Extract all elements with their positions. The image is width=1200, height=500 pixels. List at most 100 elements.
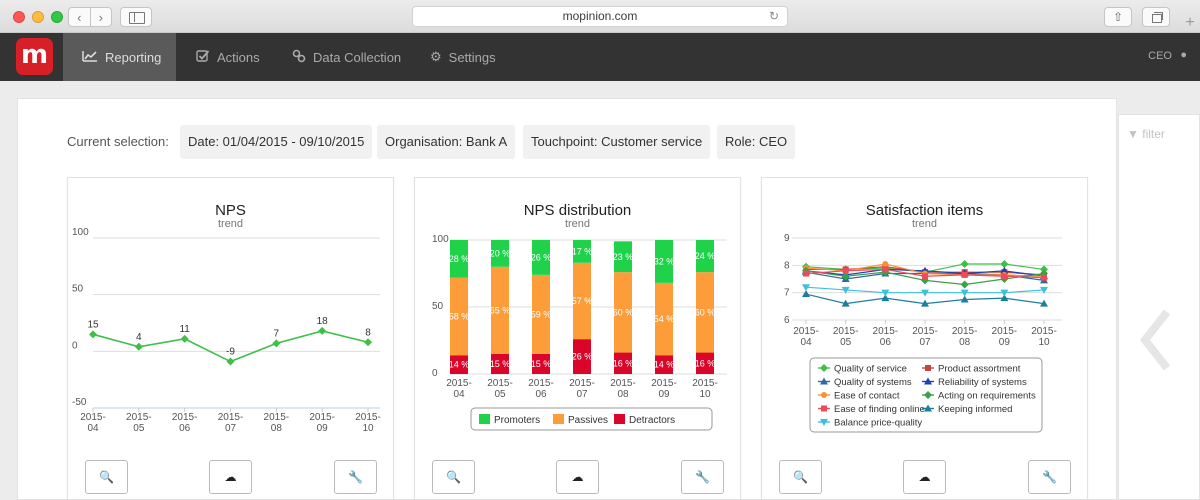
address-bar[interactable]: mopinion.com ↻: [412, 6, 788, 27]
data-point: [272, 339, 281, 348]
x-tick-label: 08: [271, 423, 283, 434]
data-point: [960, 259, 969, 268]
download-button[interactable]: ☁: [209, 460, 252, 494]
app-header: m Reporting Actions Data Collection ⚙ Se…: [0, 33, 1200, 81]
bar-segment: [532, 240, 550, 275]
data-label: 60 %: [613, 307, 634, 317]
data-label: 60 %: [695, 307, 716, 317]
wrench-icon: 🔧: [695, 470, 710, 484]
cloud-download-icon: ☁: [571, 470, 584, 484]
data-point: [1041, 274, 1047, 281]
x-tick-label: 09: [658, 389, 670, 400]
data-point: [960, 280, 969, 289]
nps-trend-chart: 100500-502015-042015-052015-062015-07201…: [72, 227, 381, 434]
x-tick-label: 09: [999, 337, 1011, 348]
data-point: [821, 405, 827, 412]
data-label: 15 %: [531, 359, 552, 369]
zoom-button[interactable]: 🔍: [85, 460, 128, 494]
user-icon[interactable]: ●: [1180, 49, 1187, 61]
bar-segment: [573, 339, 591, 374]
x-tick-label: 2015-: [487, 378, 513, 389]
data-point: [881, 289, 890, 297]
chevron-left-icon: ‹: [77, 9, 82, 25]
data-point: [924, 377, 932, 385]
settings-button[interactable]: 🔧: [681, 460, 724, 494]
data-point: [925, 365, 931, 371]
card-subtitle: trend: [911, 218, 938, 230]
nps-card: NPS trend 100 50 0 -50 2015- 04 2015- 05 2015- 06…: [67, 177, 394, 500]
nav-reporting[interactable]: Reporting: [63, 33, 176, 81]
data-label: 7: [274, 328, 280, 339]
data-point: [1040, 265, 1048, 274]
card-title: Satisfaction items: [865, 202, 984, 219]
data-point: [882, 260, 889, 267]
data-label: 15: [87, 319, 99, 330]
bar-segment: [696, 240, 714, 273]
zoom-button[interactable]: 🔍: [779, 460, 822, 494]
bar-segment: [614, 272, 632, 353]
x-tick-label: 2015-: [218, 412, 244, 423]
back-button[interactable]: ‹: [69, 8, 90, 26]
tab-overview-button[interactable]: [1142, 7, 1170, 27]
data-label: 32 %: [654, 256, 675, 266]
data-label: 65 %: [490, 305, 511, 315]
chevron-left-icon[interactable]: [1137, 310, 1177, 370]
new-tab-button[interactable]: +: [1185, 14, 1195, 31]
role-selection-chip[interactable]: Role: CEO: [717, 125, 796, 159]
x-tick-label: 08: [959, 337, 971, 348]
data-point: [924, 404, 932, 412]
x-tick-label: 08: [617, 389, 629, 400]
current-selection-label: Current selection:: [67, 134, 169, 149]
settings-button[interactable]: 🔧: [334, 460, 377, 494]
sidebar-toggle-button[interactable]: [120, 7, 152, 27]
nav-data-collection[interactable]: Data Collection: [292, 33, 401, 81]
share-button[interactable]: ⇧: [1104, 7, 1132, 27]
data-label: 14 %: [449, 360, 470, 370]
satisfaction-trend-chart: 98762015-042015-052015-062015-072015-082…: [784, 233, 1062, 433]
cloud-download-icon: ☁: [224, 470, 237, 484]
maximize-window-button[interactable]: [51, 11, 63, 23]
nav-actions[interactable]: Actions: [196, 33, 260, 81]
date-selection-chip[interactable]: Date: 01/04/2015 - 09/10/2015: [180, 125, 373, 159]
x-tick-label: 2015-: [446, 378, 472, 389]
close-window-button[interactable]: [13, 11, 25, 23]
filter-panel[interactable]: ▼ filter: [1118, 114, 1200, 500]
data-label: 26 %: [572, 352, 593, 362]
data-label: 15 %: [490, 359, 511, 369]
x-tick-label: 2015-: [793, 326, 819, 337]
zoom-button[interactable]: 🔍: [432, 460, 475, 494]
x-tick-label: 06: [880, 337, 892, 348]
y-tick-label: 50: [72, 284, 84, 295]
x-tick-label: 10: [362, 423, 374, 434]
data-point: [364, 338, 372, 347]
data-point: [1000, 289, 1009, 297]
nav-settings[interactable]: ⚙ Settings: [430, 33, 496, 81]
y-tick-label: 7: [784, 288, 790, 299]
nps-distribution-card: NPS distribution trend 100 50 0 14 % 58 % 28 …: [414, 177, 741, 500]
bar-segment: [573, 262, 591, 340]
data-label: 58 %: [449, 311, 470, 321]
reload-icon[interactable]: ↻: [768, 9, 779, 23]
touchpoint-selection-chip[interactable]: Touchpoint: Customer service: [523, 125, 711, 159]
filter-toggle[interactable]: ▼ filter: [1127, 127, 1165, 141]
checkbox-icon: [196, 49, 210, 65]
wrench-icon: 🔧: [1042, 470, 1057, 484]
user-name[interactable]: CEO: [1148, 50, 1172, 62]
legend-label: Passives: [568, 415, 608, 426]
x-tick-label: 07: [576, 389, 588, 400]
settings-button[interactable]: 🔧: [1028, 460, 1071, 494]
data-point: [921, 299, 929, 307]
x-tick-label: 10: [699, 389, 711, 400]
download-button[interactable]: ☁: [903, 460, 946, 494]
data-point: [802, 284, 810, 292]
data-point: [841, 272, 850, 281]
download-button[interactable]: ☁: [556, 460, 599, 494]
data-point: [921, 289, 929, 297]
x-tick-label: 04: [87, 423, 99, 434]
organisation-selection-chip[interactable]: Organisation: Bank A: [377, 125, 516, 159]
x-tick-label: 04: [800, 337, 812, 348]
forward-button[interactable]: ›: [89, 8, 112, 26]
minimize-window-button[interactable]: [32, 11, 44, 23]
url-text: mopinion.com: [562, 9, 638, 23]
mopinion-logo[interactable]: m: [16, 38, 53, 75]
